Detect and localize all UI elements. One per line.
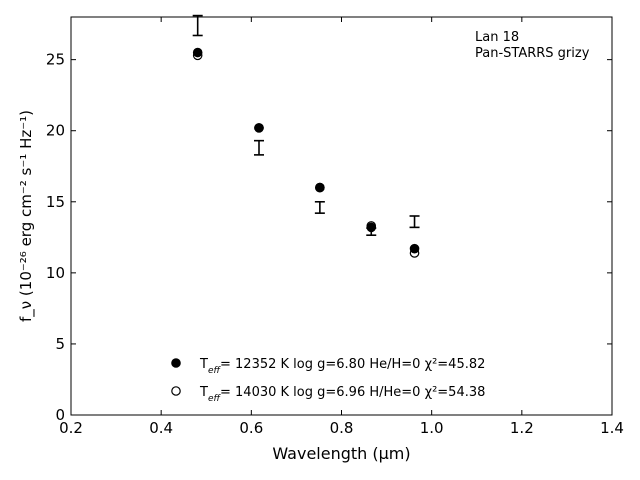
legend-marker bbox=[171, 386, 181, 396]
y-tick-label: 25 bbox=[46, 51, 65, 69]
x-tick-label: 0.4 bbox=[149, 419, 173, 437]
legend-label: Teff= 14030 K log g=6.96 H/He=0 χ²=54.38 bbox=[199, 385, 485, 404]
legend-label: Teff= 12352 K log g=6.80 He/H=0 χ²=45.82 bbox=[199, 357, 485, 376]
y-tick-label: 10 bbox=[46, 264, 65, 282]
x-tick-label: 0.8 bbox=[330, 419, 354, 437]
x-tick-label: 1.0 bbox=[420, 419, 444, 437]
x-tick-label: 1.2 bbox=[510, 419, 534, 437]
model-point-filled bbox=[192, 47, 203, 58]
axes-frame bbox=[70, 16, 613, 416]
legend-marker bbox=[171, 358, 181, 368]
y-axis-label: f_ν (10⁻²⁶ erg cm⁻² s⁻¹ Hz⁻¹) bbox=[17, 110, 36, 322]
model-point-filled bbox=[315, 182, 325, 193]
annotation-line: Lan 18 bbox=[475, 30, 519, 45]
x-tick-label: 1.4 bbox=[600, 419, 624, 437]
y-tick-label: 20 bbox=[46, 122, 65, 140]
y-tick-label: 5 bbox=[55, 335, 65, 353]
y-tick-label: 15 bbox=[46, 193, 65, 211]
model-point-filled bbox=[409, 243, 420, 254]
model-point-filled bbox=[254, 123, 264, 133]
x-tick-label: 0.6 bbox=[239, 419, 263, 437]
y-tick-label: 0 bbox=[55, 406, 65, 424]
x-axis-label: Wavelength (μm) bbox=[272, 444, 410, 463]
model-point-filled bbox=[366, 222, 377, 233]
annotation-line: Pan-STARRS grizy bbox=[475, 46, 590, 61]
x-tick-label: 0.2 bbox=[59, 419, 83, 437]
